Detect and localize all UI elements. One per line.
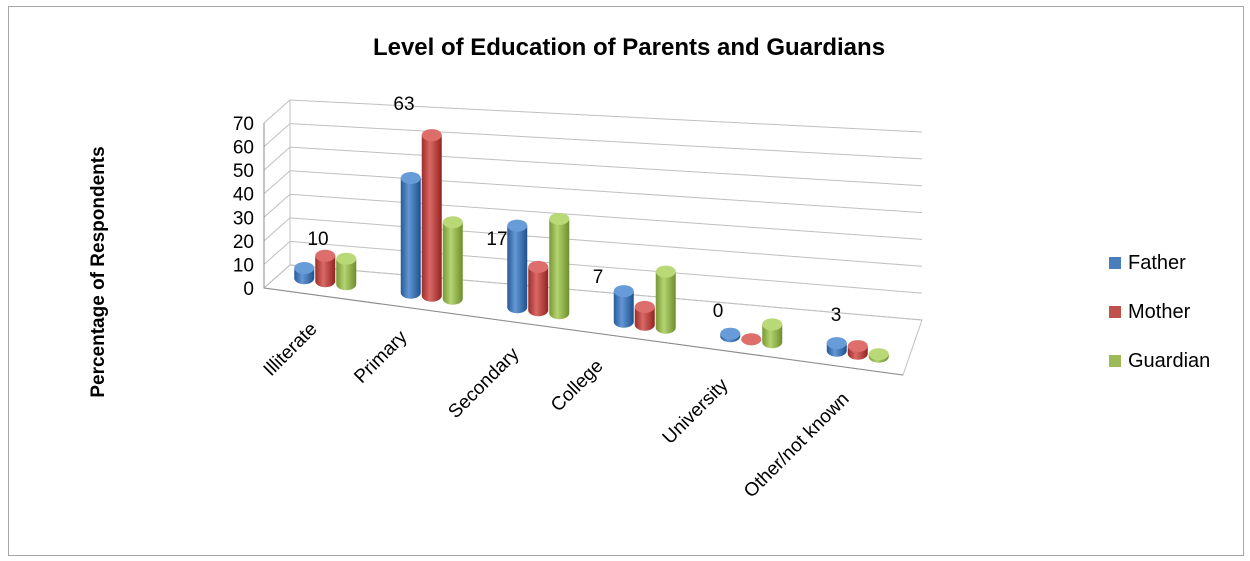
legend-item-father: Father [1109,252,1186,274]
gridline [289,240,923,294]
y-tick-label: 50 [233,161,254,182]
bar-father-4 [720,327,741,343]
bar-mother-1 [421,129,442,302]
legend: Father Mother Guardian [1109,252,1210,372]
y-axis-label: Percentage of Respondents [88,146,109,397]
gridline [289,146,923,187]
bar-father-1 [400,172,421,299]
legend-item-guardian: Guardian [1109,350,1210,372]
category-label: Primary [350,326,411,387]
bar-mother-5 [847,340,868,360]
legend-item-mother: Mother [1109,301,1191,323]
legend-swatch [1109,306,1121,318]
y-tick-label: 70 [233,114,254,135]
bars [294,129,889,363]
gridline [289,123,923,160]
category-label: College [547,356,607,416]
category-label: Illiterate [260,319,322,381]
bar-father-3 [613,285,634,328]
legend-label: Father [1128,252,1186,274]
data-label: 0 [713,301,724,322]
y-tick-label: 30 [233,208,254,229]
category-label: Secondary [444,343,523,422]
gridline-side [263,170,291,195]
gridline [289,170,923,214]
gridline-side [263,217,291,242]
gridline [289,99,923,133]
gridline-side [263,99,291,124]
gridline-side [263,193,291,218]
gridline-side [263,241,291,265]
chart-title: Level of Education of Parents and Guardi… [373,34,885,61]
legend-label: Mother [1128,301,1191,323]
chart-frame [8,6,1244,556]
y-tick-label: 40 [233,185,254,206]
gridline [289,217,923,267]
bar-guardian-1 [442,216,463,305]
gridlines [262,99,923,376]
y-tick-label: 10 [233,255,254,276]
bar-mother-2 [528,260,549,317]
y-tick-label: 20 [233,232,254,253]
legend-swatch [1109,257,1121,269]
bar-guardian-5 [868,348,889,363]
bar-father-0 [294,262,315,285]
bar-father-5 [826,337,847,357]
gridline-side [263,123,291,147]
data-label: 17 [486,229,507,250]
data-label: 10 [307,229,328,250]
bar-mother-0 [315,249,336,288]
legend-swatch [1109,355,1121,367]
bar-mother-3 [634,300,655,331]
bar-guardian-3 [655,265,676,334]
y-tick-label: 0 [243,279,254,300]
y-tick-label: 60 [233,138,254,159]
category-labels: Illiterate Primary Secondary College Univers… [260,319,854,502]
gridline [289,193,923,240]
data-label: 63 [393,94,414,115]
legend-label: Guardian [1128,350,1210,372]
gridline-side [263,146,291,171]
category-label: University [659,374,733,448]
bar-guardian-0 [336,252,357,291]
bar-guardian-4 [762,318,783,349]
data-label: 7 [593,267,604,288]
bar-guardian-2 [549,212,570,320]
bar-mother-4 [741,333,762,346]
data-labels: 10 63 17 7 0 3 [307,94,841,326]
data-label: 3 [831,305,842,326]
x-axis-line [263,287,904,376]
bar-father-2 [507,219,528,314]
category-label: Other/not known [740,389,853,502]
